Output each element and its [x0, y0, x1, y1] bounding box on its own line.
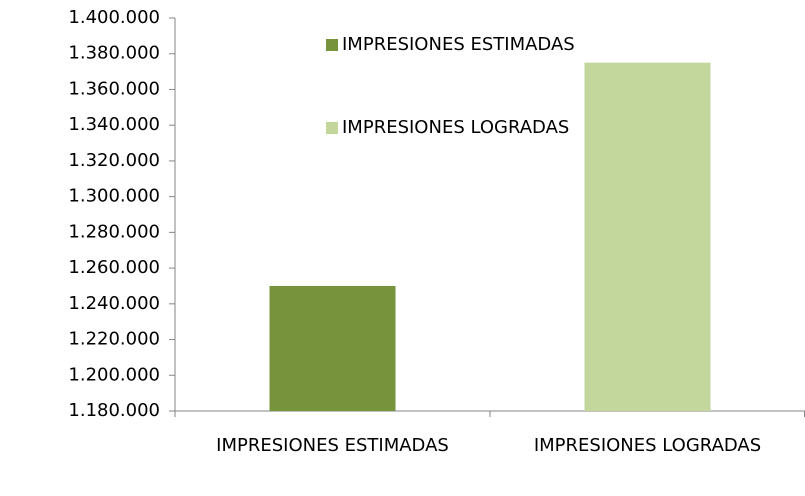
x-tick-label: IMPRESIONES ESTIMADAS — [216, 435, 449, 456]
bar — [584, 62, 711, 412]
y-tick-label: 1.220.000 — [68, 329, 160, 350]
y-tick-label: 1.240.000 — [68, 293, 160, 314]
y-tick-label: 1.300.000 — [68, 186, 160, 207]
y-tick-label: 1.400.000 — [68, 7, 160, 28]
y-tick-label: 1.360.000 — [68, 78, 160, 99]
y-tick-label: 1.380.000 — [68, 43, 160, 64]
x-tick-label: IMPRESIONES LOGRADAS — [533, 435, 762, 456]
legend-label: IMPRESIONES LOGRADAS — [342, 117, 569, 138]
bar — [269, 285, 396, 411]
y-tick-label: 1.200.000 — [68, 364, 160, 385]
y-tick-label: 1.180.000 — [68, 400, 160, 421]
y-tick-label: 1.260.000 — [68, 257, 160, 278]
y-tick-label: 1.320.000 — [68, 150, 160, 171]
y-tick-label: 1.340.000 — [68, 114, 160, 135]
legend-swatch — [326, 39, 338, 51]
y-tick-label: 1.280.000 — [68, 221, 160, 242]
legend-swatch — [326, 122, 338, 134]
legend-label: IMPRESIONES ESTIMADAS — [342, 34, 575, 55]
